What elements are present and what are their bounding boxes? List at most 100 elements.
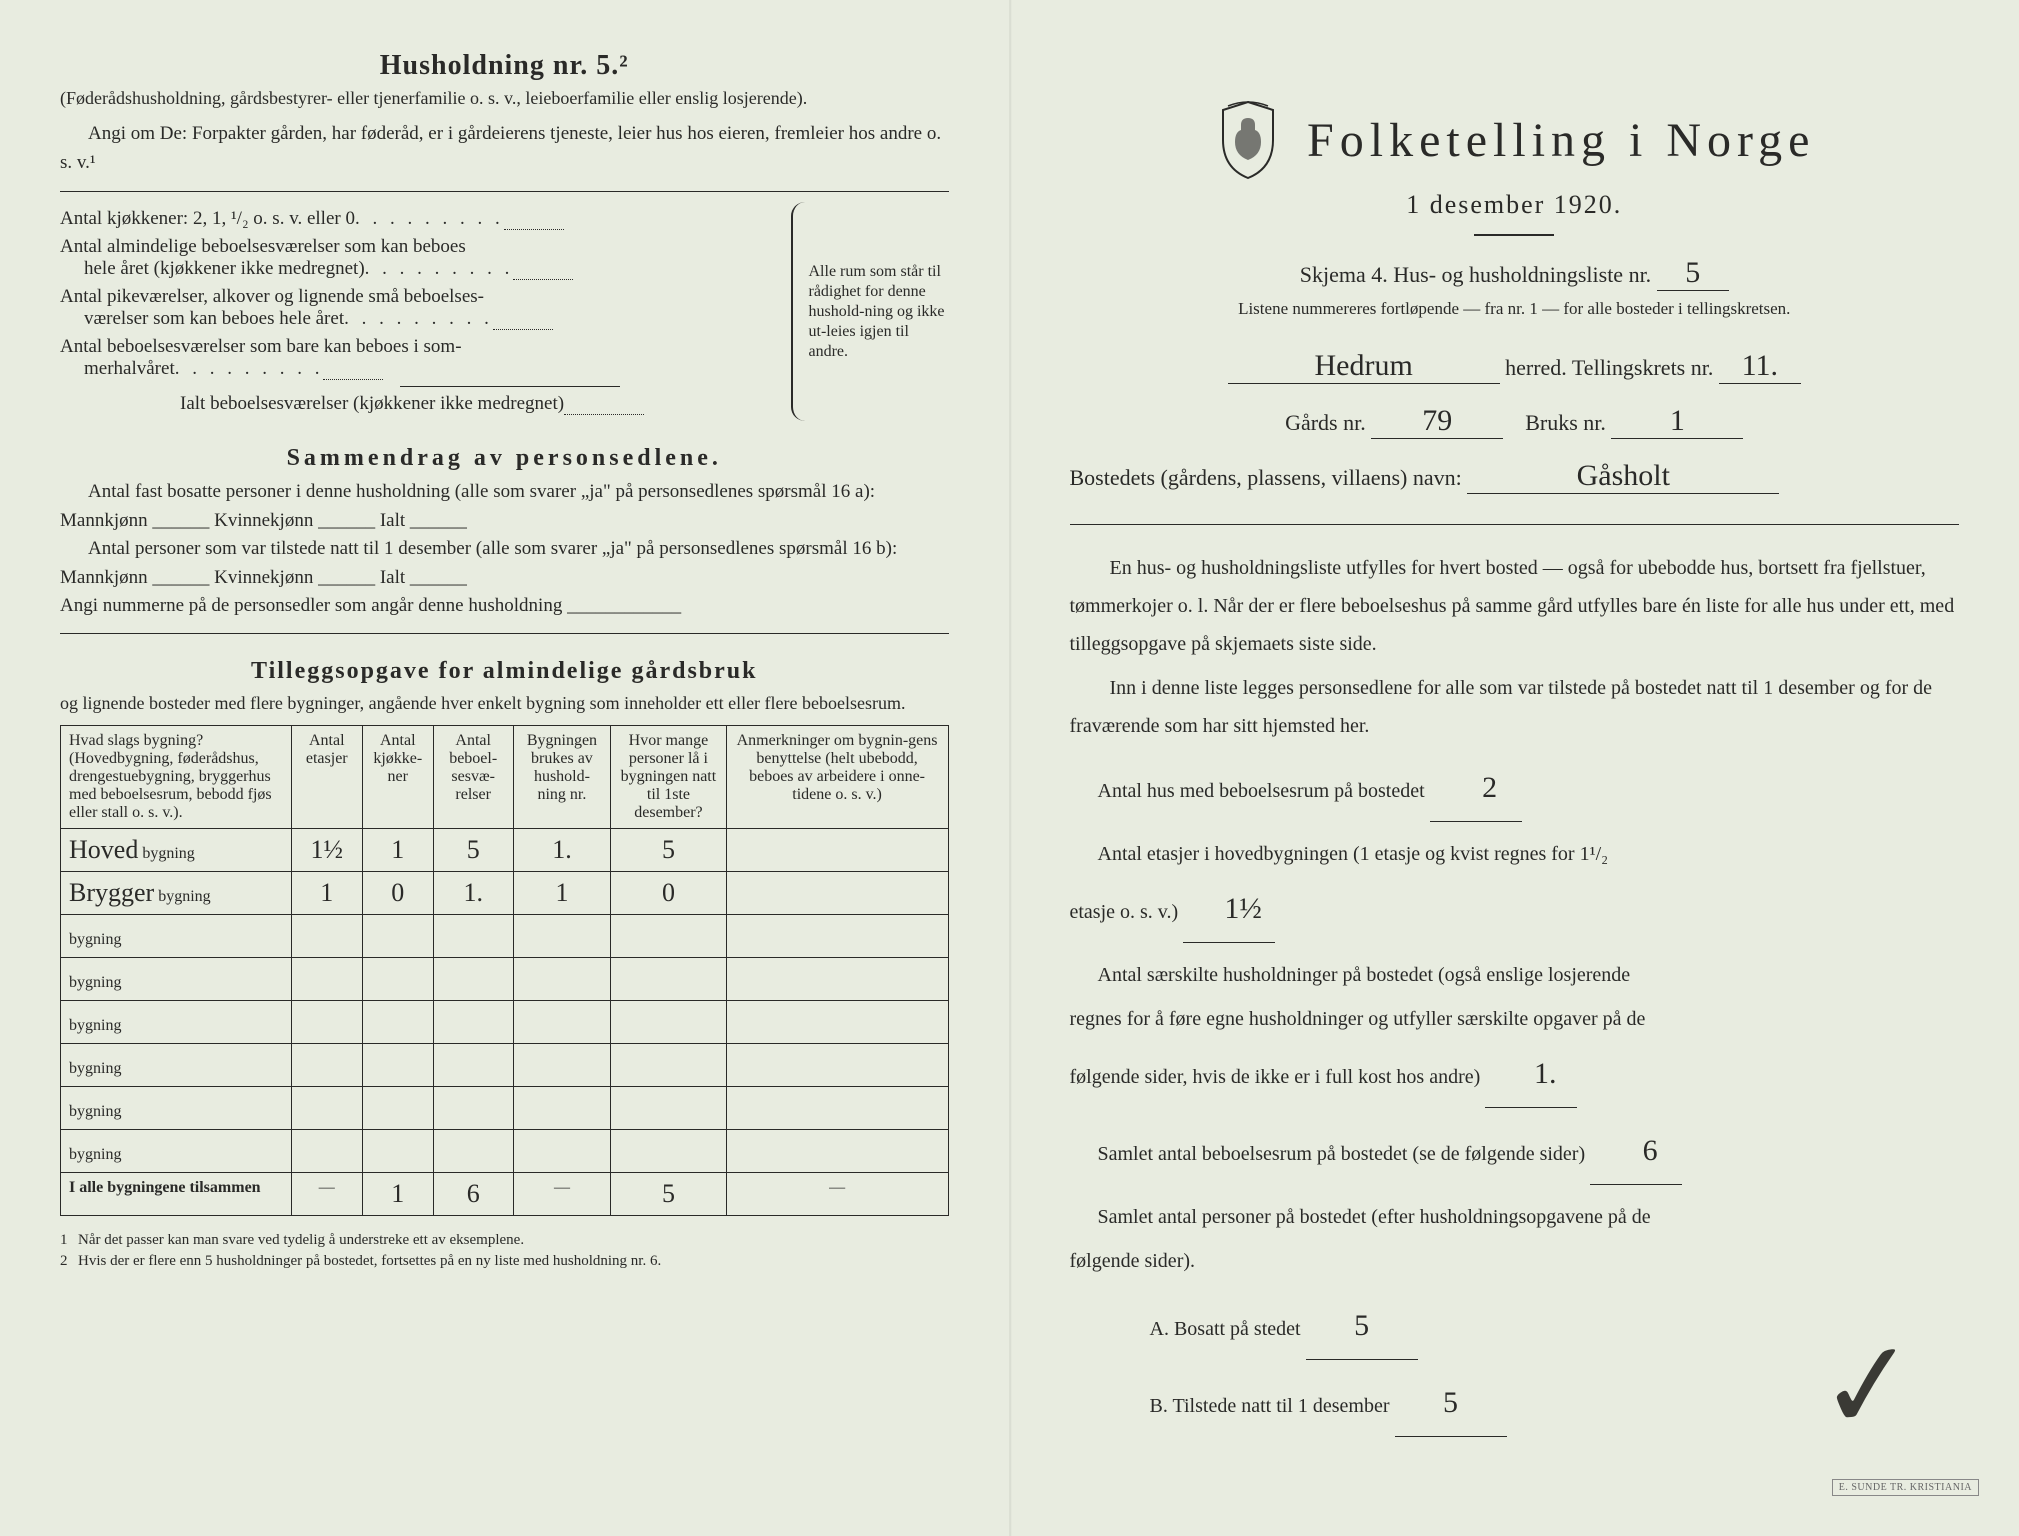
building-suffix: bygning [69, 931, 121, 948]
table-cell [433, 958, 513, 1001]
household-heading: Husholdning nr. 5.² [60, 50, 949, 82]
table-cell [291, 1001, 362, 1044]
building-name-handwriting: Brygger [69, 878, 154, 907]
table-cell [513, 915, 611, 958]
table-cell [726, 829, 948, 872]
rooms-line-2a: Antal almindelige beboelsesværelser som … [60, 236, 466, 258]
building-suffix: bygning [138, 845, 194, 862]
building-name-cell: bygning [61, 1001, 292, 1044]
krets-nr: 11. [1719, 349, 1801, 384]
table-cell [362, 1044, 433, 1087]
table-row: Hoved bygning1½151.5 [61, 829, 949, 872]
kitchen-line: Antal kjøkkener: 2, 1, ¹/₂ o. s. v. elle… [60, 208, 355, 230]
table-cell [726, 1087, 948, 1130]
instructions-p1: En hus- og husholdningsliste utfylles fo… [1070, 549, 1960, 663]
q7-value: 5 [1395, 1370, 1507, 1437]
gard-nr: 79 [1371, 404, 1503, 439]
table-cell [362, 1001, 433, 1044]
table-cell [433, 915, 513, 958]
th-2: Antal kjøkke-ner [362, 726, 433, 829]
th-4: Bygningen brukes av hushold-ning nr. [513, 726, 611, 829]
table-cell: 1 [291, 872, 362, 915]
table-cell: 0 [611, 872, 726, 915]
rooms-line-4b: merhalvåret [84, 358, 175, 380]
table-row: bygning [61, 958, 949, 1001]
table-row: bygning [61, 915, 949, 958]
herred-label: herred. Tellingskrets nr. [1505, 355, 1713, 380]
table-cell [291, 958, 362, 1001]
th-5: Hvor mange personer lå i bygningen natt … [611, 726, 726, 829]
q1: Antal hus med beboelsesrum på bostedet 2 [1070, 755, 1960, 822]
table-cell [611, 958, 726, 1001]
table-cell [433, 1001, 513, 1044]
footnotes: 1Når det passer kan man svare ved tydeli… [60, 1230, 949, 1272]
q3-value: 1. [1485, 1041, 1577, 1108]
table-cell [726, 1044, 948, 1087]
rooms-line-2b: hele året (kjøkkener ikke medregnet) [84, 258, 365, 280]
table-cell [362, 1087, 433, 1130]
location-line-1: Hedrum herred. Tellingskrets nr. 11. [1070, 349, 1960, 384]
th-0: Hvad slags bygning? (Hovedbygning, føder… [61, 726, 292, 829]
building-name-cell: bygning [61, 1130, 292, 1173]
table-row: bygning [61, 1001, 949, 1044]
building-name-handwriting: Hoved [69, 835, 138, 864]
verification-checkmark-icon: ✓ [1813, 1313, 1925, 1460]
footnote-2: Hvis der er flere enn 5 husholdninger på… [78, 1253, 661, 1269]
table-cell [291, 1087, 362, 1130]
building-suffix: bygning [69, 1146, 121, 1163]
building-name-cell: Hoved bygning [61, 829, 292, 872]
table-cell [726, 915, 948, 958]
gard-label: Gårds nr. [1285, 410, 1366, 435]
table-cell [291, 1044, 362, 1087]
herred-value: Hedrum [1228, 349, 1500, 384]
location-line-2: Gårds nr. 79 Bruks nr. 1 [1070, 404, 1960, 439]
building-name-cell: bygning [61, 958, 292, 1001]
table-cell [611, 1130, 726, 1173]
right-page: Folketelling i Norge 1 desember 1920. Sk… [1010, 0, 2019, 1536]
q2: Antal etasjer i hovedbygningen (1 etasje… [1070, 832, 1960, 943]
th-1: Antal etasjer [291, 726, 362, 829]
q5: Samlet antal personer på bostedet (efter… [1070, 1195, 1960, 1283]
tot-c6: — [726, 1173, 948, 1216]
table-cell [513, 1087, 611, 1130]
tillegg-title: Tilleggsopgave for almindelige gårdsbruk [60, 658, 949, 685]
buildings-table: Hvad slags bygning? (Hovedbygning, føder… [60, 725, 949, 1216]
bruk-nr: 1 [1611, 404, 1743, 439]
q4-value: 6 [1590, 1118, 1682, 1185]
table-cell [726, 1130, 948, 1173]
left-page: Husholdning nr. 5.² (Føderådshusholdning… [0, 0, 1010, 1536]
table-cell [513, 958, 611, 1001]
summary-title: Sammendrag av personsedlene. [60, 445, 949, 472]
q3: Antal særskilte husholdninger på bostede… [1070, 953, 1960, 1108]
table-cell: 1. [513, 829, 611, 872]
location-line-3: Bostedets (gårdens, plassens, villaens) … [1070, 459, 1960, 494]
building-name-cell: Brygger bygning [61, 872, 292, 915]
table-cell: 1 [362, 829, 433, 872]
schema-label: Skjema 4. Hus- og husholdningsliste nr. [1300, 262, 1651, 287]
census-date: 1 desember 1920. [1070, 190, 1960, 220]
rooms-block: Antal kjøkkener: 2, 1, ¹/₂ o. s. v. elle… [60, 202, 949, 421]
tot-c4: — [513, 1173, 611, 1216]
bruk-label: Bruks nr. [1525, 410, 1606, 435]
title-block: Folketelling i Norge 1 desember 1920. [1070, 100, 1960, 236]
q4: Samlet antal beboelsesrum på bostedet (s… [1070, 1118, 1960, 1185]
table-cell [291, 915, 362, 958]
table-cell [513, 1130, 611, 1173]
title-rule [1474, 234, 1554, 236]
table-cell [726, 872, 948, 915]
building-suffix: bygning [69, 1060, 121, 1077]
q1-value: 2 [1430, 755, 1522, 822]
tot-c1: — [291, 1173, 362, 1216]
tillegg-sub: og lignende bosteder med flere bygninger… [60, 691, 949, 715]
schema-line: Skjema 4. Hus- og husholdningsliste nr. … [1070, 256, 1960, 291]
table-cell [611, 1001, 726, 1044]
table-cell [433, 1044, 513, 1087]
bosted-value: Gåsholt [1467, 459, 1779, 494]
table-cell: 5 [611, 829, 726, 872]
bosted-label: Bostedets (gårdens, plassens, villaens) … [1070, 465, 1462, 490]
table-cell [433, 1130, 513, 1173]
household-subnote-1: (Føderådshusholdning, gårdsbestyrer- ell… [60, 86, 949, 110]
building-suffix: bygning [69, 1103, 121, 1120]
table-cell [433, 1087, 513, 1130]
listene-note: Listene nummereres fortløpende — fra nr.… [1070, 299, 1960, 319]
